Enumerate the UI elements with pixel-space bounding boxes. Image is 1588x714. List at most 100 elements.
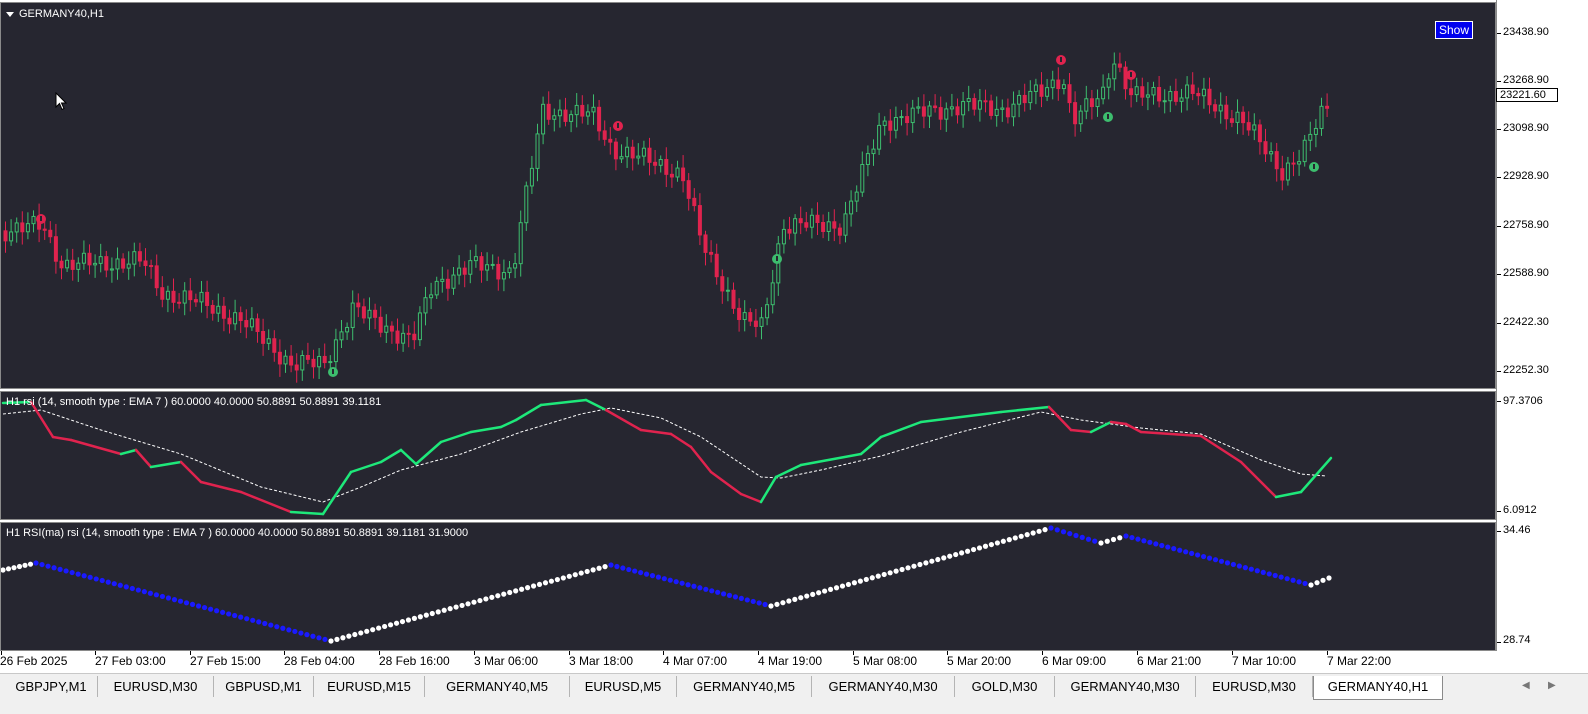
rsi-ma-dot [572,572,578,578]
candle-body [462,267,467,275]
rsi-ma-dot [1006,537,1012,543]
rsi-ma-dot [220,609,226,615]
rsi-ma-dot [833,585,840,591]
candle-body [591,106,596,113]
rsi-line-segment [134,448,153,469]
candle-body [1045,87,1050,97]
chart-tab[interactable]: GERMANY40,M5 [677,676,812,697]
candle-body [193,299,198,303]
candle-body [126,263,131,269]
rsi-ma-dot [1212,557,1219,563]
price-axis[interactable]: 23438.90 23268.90 23098.90 22928.90 22758.90… [1496,0,1588,391]
chart-tab[interactable]: GOLD,M30 [955,676,1055,697]
rsi-ma-dot [346,633,352,639]
rsi-ma-axis-top: 34.46 [1503,524,1531,536]
candle-body [1078,110,1083,125]
chart-menu-triangle-icon[interactable] [6,11,14,17]
rsi-ma-dot [232,612,238,619]
candle-body [865,153,870,165]
candle-body [563,109,568,122]
rsi-ma-dot [536,581,543,588]
candle-body [1229,118,1234,123]
candle-body [669,173,674,178]
candle-body [1101,86,1106,100]
rsi-ma-dot [554,576,560,583]
rsi-ma-dot [614,563,620,570]
candle-body [697,205,702,236]
candle-body [339,331,344,341]
rsi-ma-dot [268,622,274,628]
rsi-ma-dot [195,603,202,609]
rsi-ma-panel[interactable]: H1 RSI(ma) rsi (14, smooth type : EMA 7 … [0,522,1496,651]
tab-scroll-right-icon[interactable]: ▶ [1548,680,1556,691]
candle-body [613,141,618,160]
candle-body [1095,98,1100,108]
rsi-ma-dot [1272,572,1278,579]
rsi-line-segment [639,428,673,436]
rsi-ma-dot [256,619,262,625]
rsi-ma-dot [643,571,650,577]
rsi-panel[interactable]: H1 rsi (14, smooth type : EMA 7 ) 60.000… [0,391,1496,520]
candle-body [272,338,277,353]
rsi-ma-axis[interactable]: 34.46 28.74 [1496,520,1588,651]
candle-body [1179,97,1184,102]
candle-body [815,214,820,224]
candle-body [70,259,75,270]
rsi-ma-dot [530,583,537,589]
time-axis[interactable]: 26 Feb 2025 27 Feb 03:00 27 Feb 15:00 28 Fe… [0,651,1496,673]
rsi-ma-dot [851,580,858,586]
chart-tab[interactable]: GBPJPY,M1 [5,676,98,697]
rsi-axis[interactable]: 97.3706 6.0912 [1496,391,1588,520]
candle-body [625,146,630,158]
candle-body [149,265,154,268]
rsi-ma-dot [1290,577,1296,583]
rsi-line-segment [1274,490,1303,499]
candle-body [725,289,730,292]
rsi-ma-dot [117,582,123,588]
rsi-line-segment [239,490,293,514]
price-chart[interactable]: GERMANY40,H1 Show [0,2,1496,389]
candle-body [1022,94,1027,104]
candle-body [384,325,389,333]
candle-body [496,263,501,280]
chart-tab[interactable]: EURUSD,M30 [1196,676,1313,697]
chart-tab[interactable]: GERMANY40,M5 [425,676,570,697]
current-price-tag: 23221.60 [1496,88,1558,102]
candle-body [1235,111,1240,123]
chart-tab[interactable]: GERMANY40,M30 [1055,676,1196,697]
candle-body [535,133,540,169]
chart-tab[interactable]: EURUSD,M15 [314,676,425,697]
chart-title[interactable]: GERMANY40,H1 [6,8,104,20]
rsi-ma-dot [584,568,590,575]
candle-body [350,302,355,328]
rsi-ma-dot [129,585,135,592]
time-axis-label: 27 Feb 03:00 [95,654,166,668]
rsi-ma-dot [1073,532,1079,539]
rsi-ma-dot [917,561,923,568]
rsi-ma-dot [99,577,105,584]
candle-body [244,320,249,328]
candle-body [1308,133,1313,141]
chart-tab[interactable]: GBPUSD,M1 [214,676,314,697]
chart-tab[interactable]: GERMANY40,M30 [812,676,955,697]
candle-body [412,333,417,341]
candle-body [423,297,428,314]
candle-body [20,222,25,233]
candle-body [1017,94,1022,105]
candle-body [115,258,120,270]
rsi-ma-dot [111,581,117,587]
chart-tab[interactable]: GERMANY40,H1 [1313,676,1443,700]
rsi-ma-dot [1189,550,1195,556]
candle-body [759,317,764,327]
show-button[interactable]: Show [1435,21,1473,39]
tab-scroll-left-icon[interactable]: ◀ [1522,680,1530,691]
rsi-ma-dot [1206,555,1213,561]
rsi-ma-dot [994,540,1000,546]
rsi-ma-dot [578,570,584,576]
chart-tab[interactable]: EURUSD,M30 [98,676,214,697]
chart-tab[interactable]: EURUSD,M5 [570,676,677,697]
rsi-ma-dot [226,611,232,617]
rsi-line-segment [1124,422,1143,434]
candle-body [1089,98,1094,108]
rsi-ma-dot [399,618,406,625]
